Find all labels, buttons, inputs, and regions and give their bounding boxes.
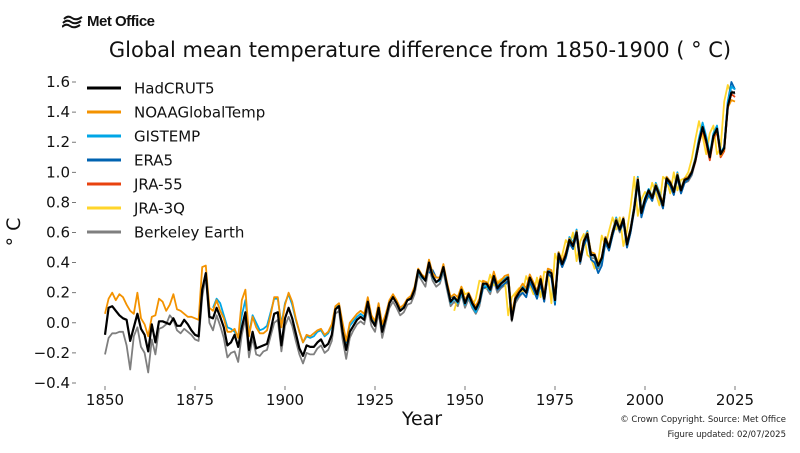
x-tick-label: 1875 <box>176 391 214 409</box>
legend-item-jra-3q: JRA-3Q <box>87 200 185 218</box>
x-tick-label: 1950 <box>446 391 484 409</box>
y-tick-label: 1.6 <box>46 73 70 91</box>
x-tick-label: 1850 <box>86 391 124 409</box>
x-axis: 1850 1875 1900 1925 1950 1975 2000 2025 <box>86 386 754 409</box>
met-office-waves-icon <box>62 15 83 28</box>
y-tick-label: 0.0 <box>46 314 70 332</box>
chart-title: Global mean temperature difference from … <box>108 38 732 62</box>
x-tick-label: 1900 <box>266 391 304 409</box>
legend-label: HadCRUT5 <box>134 80 215 98</box>
x-tick-label: 1975 <box>536 391 574 409</box>
y-axis: −0.4 −0.2 0.0 0.2 0.4 0.6 0.8 1.0 1.2 1.4 1.6 <box>34 73 76 392</box>
x-axis-label: Year <box>401 408 442 430</box>
x-tick-label: 1925 <box>356 391 394 409</box>
legend-item-era5: ERA5 <box>87 152 173 170</box>
x-tick-label: 2025 <box>716 391 754 409</box>
y-axis-label: ° C <box>3 218 25 247</box>
legend-label: NOAAGlobalTemp <box>134 104 265 122</box>
y-tick-label: 0.4 <box>46 254 70 272</box>
series-line-era5 <box>428 81 736 318</box>
legend-item-jra-55: JRA-55 <box>87 176 183 194</box>
series-line-hadcrut5 <box>103 91 735 357</box>
legend-label: Berkeley Earth <box>134 224 244 242</box>
legend-label: JRA-55 <box>133 176 183 194</box>
y-tick-label: 0.6 <box>46 224 70 242</box>
y-tick-label: −0.2 <box>34 344 70 362</box>
legend-label: JRA-3Q <box>133 200 185 218</box>
y-tick-label: 1.4 <box>46 103 70 121</box>
y-tick-label: −0.4 <box>34 374 70 392</box>
x-tick-label: 2000 <box>626 391 664 409</box>
logo-text: Met Office <box>87 13 155 30</box>
legend-item-gistemp: GISTEMP <box>87 128 200 146</box>
legend-item-hadcrut5: HadCRUT5 <box>87 80 215 98</box>
met-office-logo: Met Office <box>62 13 155 30</box>
legend-item-noaaglobaltemp: NOAAGlobalTemp <box>87 104 265 122</box>
y-tick-label: 0.2 <box>46 284 70 302</box>
legend-item-berkeley-earth: Berkeley Earth <box>87 224 244 242</box>
legend: HadCRUT5 NOAAGlobalTemp GISTEMP ERA5 JRA-55 J… <box>87 80 265 242</box>
y-tick-label: 0.8 <box>46 193 70 211</box>
y-tick-label: 1.0 <box>46 163 70 181</box>
y-tick-label: 1.2 <box>46 133 70 151</box>
updated-note: Figure updated: 02/07/2025 <box>667 430 786 440</box>
series-lines <box>103 81 736 374</box>
copyright-note: © Crown Copyright. Source: Met Office <box>620 415 786 425</box>
legend-label: ERA5 <box>134 152 173 170</box>
legend-label: GISTEMP <box>134 128 200 146</box>
